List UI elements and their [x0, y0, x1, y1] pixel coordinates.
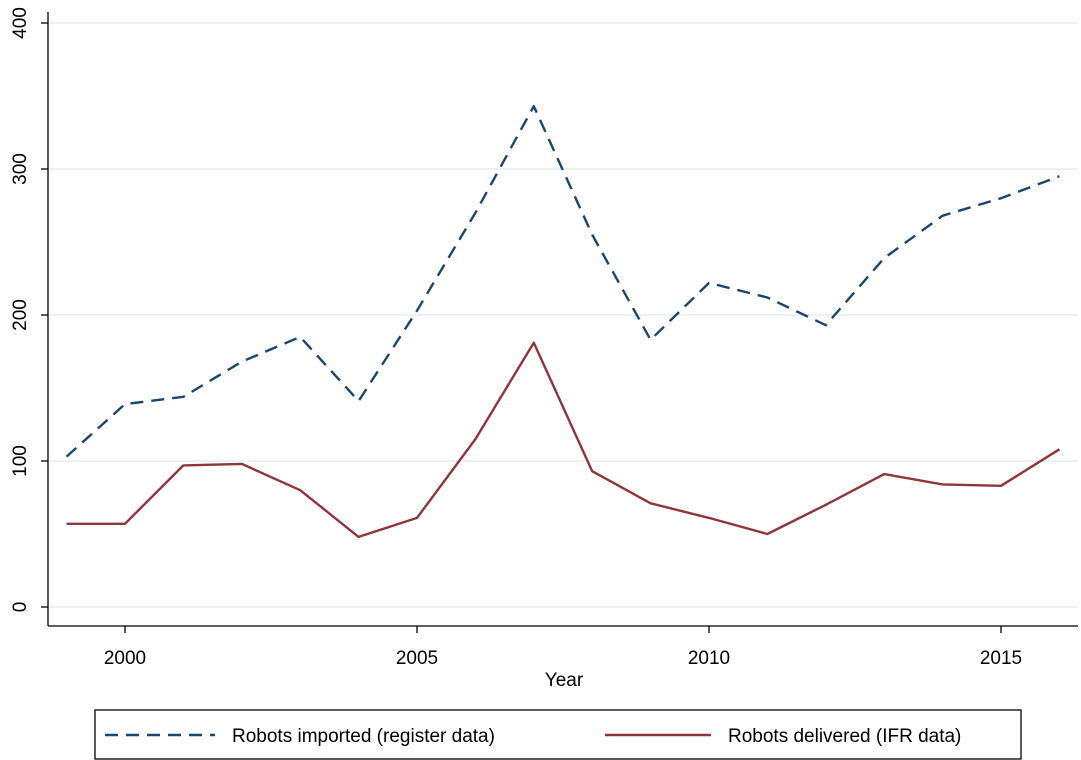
- y-tick-label: 400: [10, 7, 31, 39]
- x-tick-label: 2010: [688, 648, 730, 669]
- y-tick-label: 0: [10, 602, 31, 613]
- legend: Robots imported (register data) Robots de…: [94, 709, 1022, 760]
- legend-box: [94, 709, 1022, 760]
- y-tick-label: 200: [10, 299, 31, 331]
- y-axis-ticks: 0 100 200 300 400: [10, 7, 48, 612]
- gridlines: [49, 22, 1078, 608]
- x-tick-label: 2015: [980, 648, 1022, 669]
- x-axis-title: Year: [545, 670, 584, 691]
- legend-label-1: Robots imported (register data): [232, 726, 495, 747]
- series-line-2: [66, 341, 1061, 539]
- axes: [47, 12, 1078, 627]
- x-tick-label: 2000: [104, 648, 146, 669]
- y-tick-label: 100: [10, 445, 31, 477]
- x-axis-ticks: 2000 2005 2010 2015: [104, 626, 1022, 669]
- legend-label-2: Robots delivered (IFR data): [728, 726, 961, 747]
- series-line-1: [65, 104, 1060, 458]
- x-tick-label: 2005: [396, 648, 438, 669]
- y-tick-label: 300: [10, 153, 31, 185]
- series-layer: [65, 104, 1061, 539]
